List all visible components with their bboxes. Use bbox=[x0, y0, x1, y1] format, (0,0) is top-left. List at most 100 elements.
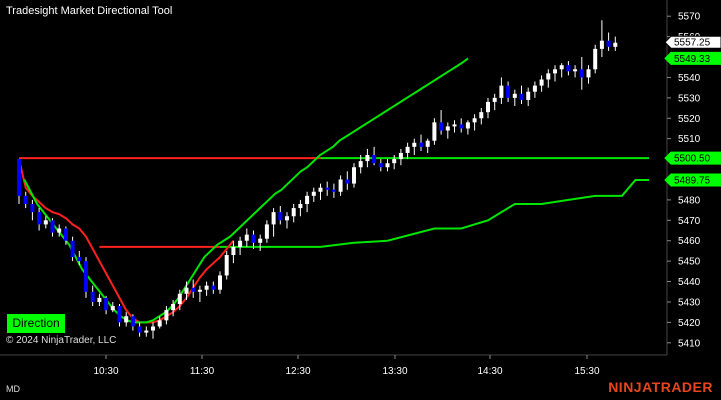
candle-body bbox=[130, 316, 135, 327]
candle-body bbox=[197, 289, 202, 292]
candle-body bbox=[479, 112, 484, 119]
support-step-line-green bbox=[220, 179, 649, 248]
candle-body bbox=[613, 42, 618, 47]
candle-body bbox=[425, 140, 430, 147]
candle-body bbox=[17, 159, 21, 196]
y-tick-label: 5410 bbox=[678, 338, 701, 349]
candle-body bbox=[486, 101, 490, 113]
chart-title: Tradesight Market Directional Tool bbox=[6, 5, 173, 17]
candle-body bbox=[338, 179, 343, 192]
indicator-abbrev: MD bbox=[6, 384, 20, 394]
candle-body bbox=[298, 203, 303, 209]
candle-body bbox=[546, 73, 551, 80]
candle-body bbox=[566, 65, 571, 72]
candle-body bbox=[398, 152, 403, 160]
candle-body bbox=[157, 320, 162, 327]
candle-body bbox=[90, 291, 95, 302]
candle-body bbox=[372, 155, 377, 164]
candle-body bbox=[559, 65, 564, 70]
y-tick-label: 5430 bbox=[678, 297, 701, 308]
candle-body bbox=[177, 293, 182, 305]
candle-body bbox=[70, 240, 75, 258]
candle-body bbox=[231, 246, 236, 256]
candle-body bbox=[271, 212, 276, 225]
copyright-text: © 2024 NinjaTrader, LLC bbox=[6, 335, 117, 346]
candle-body bbox=[365, 155, 370, 162]
candle-body bbox=[264, 224, 269, 239]
y-tick-label: 5460 bbox=[678, 236, 701, 247]
candle-body bbox=[432, 122, 437, 141]
candle-body bbox=[526, 91, 531, 100]
y-tick-label: 5450 bbox=[678, 257, 701, 268]
candle-body bbox=[445, 126, 450, 131]
candle-body bbox=[30, 203, 35, 213]
price-tag bbox=[664, 173, 721, 187]
candle-body bbox=[77, 257, 82, 262]
y-tick-label: 5510 bbox=[678, 134, 701, 145]
candle-body bbox=[311, 191, 316, 196]
y-tick-label: 5440 bbox=[678, 277, 701, 288]
candle-body bbox=[345, 179, 350, 184]
trend-line-green bbox=[23, 57, 469, 324]
candle-body bbox=[499, 85, 504, 98]
candle-body bbox=[238, 240, 243, 247]
brand-logo: NINJATRADER bbox=[608, 379, 713, 395]
x-tick-label: 12:30 bbox=[285, 366, 310, 377]
price-tag bbox=[664, 51, 721, 65]
candle-body bbox=[439, 122, 444, 131]
candle-body bbox=[184, 287, 189, 294]
candle-body bbox=[110, 306, 115, 311]
price-tag-label: 5500.50 bbox=[674, 154, 711, 165]
candle-body bbox=[204, 285, 209, 290]
candle-body bbox=[519, 93, 524, 100]
candle-body bbox=[191, 287, 196, 292]
x-tick-label: 11:30 bbox=[190, 366, 215, 377]
candle-body bbox=[151, 326, 155, 331]
candle-body bbox=[378, 163, 383, 168]
x-tick-label: 13:30 bbox=[382, 366, 407, 377]
candle-body bbox=[593, 48, 598, 70]
trend-line-red bbox=[18, 158, 235, 324]
candle-body bbox=[492, 97, 497, 102]
candle-body bbox=[352, 167, 356, 184]
y-tick-label: 5530 bbox=[678, 93, 701, 104]
candle-body bbox=[285, 216, 289, 221]
candle-body bbox=[124, 316, 129, 323]
candle-body bbox=[278, 212, 283, 221]
candle-body bbox=[144, 330, 149, 333]
candle-body bbox=[218, 275, 222, 290]
candle-body bbox=[164, 310, 169, 321]
candle-body bbox=[532, 85, 537, 92]
candle-body bbox=[573, 69, 578, 72]
candle-body bbox=[412, 142, 417, 147]
x-tick-label: 14:30 bbox=[477, 366, 502, 377]
y-tick-label: 5480 bbox=[678, 195, 701, 206]
x-tick-label: 15:30 bbox=[574, 366, 599, 377]
candle-body bbox=[117, 306, 122, 323]
candle-body bbox=[465, 122, 470, 129]
candle-body bbox=[104, 297, 109, 311]
candle-body bbox=[512, 93, 517, 98]
candle-body bbox=[506, 85, 511, 98]
candle-body bbox=[419, 142, 423, 147]
direction-button[interactable]: Direction bbox=[7, 314, 65, 333]
candle-body bbox=[224, 255, 229, 276]
candle-body bbox=[211, 285, 216, 290]
candle-body bbox=[358, 161, 363, 168]
candle-body bbox=[137, 326, 142, 333]
x-tick-label: 10:30 bbox=[93, 366, 118, 377]
candle-body bbox=[385, 163, 390, 168]
candle-body bbox=[23, 195, 28, 204]
price-tag bbox=[664, 35, 721, 49]
y-tick-label: 5540 bbox=[678, 73, 701, 84]
candle-body bbox=[171, 304, 176, 311]
candle-body bbox=[606, 40, 611, 47]
y-tick-label: 5520 bbox=[678, 114, 701, 125]
candle-body bbox=[63, 228, 68, 241]
candle-body bbox=[258, 238, 263, 243]
candle-body bbox=[291, 208, 296, 217]
candle-body bbox=[251, 234, 256, 243]
y-tick-label: 5420 bbox=[678, 318, 701, 329]
candle-body bbox=[586, 69, 591, 78]
candle-body bbox=[97, 297, 102, 302]
